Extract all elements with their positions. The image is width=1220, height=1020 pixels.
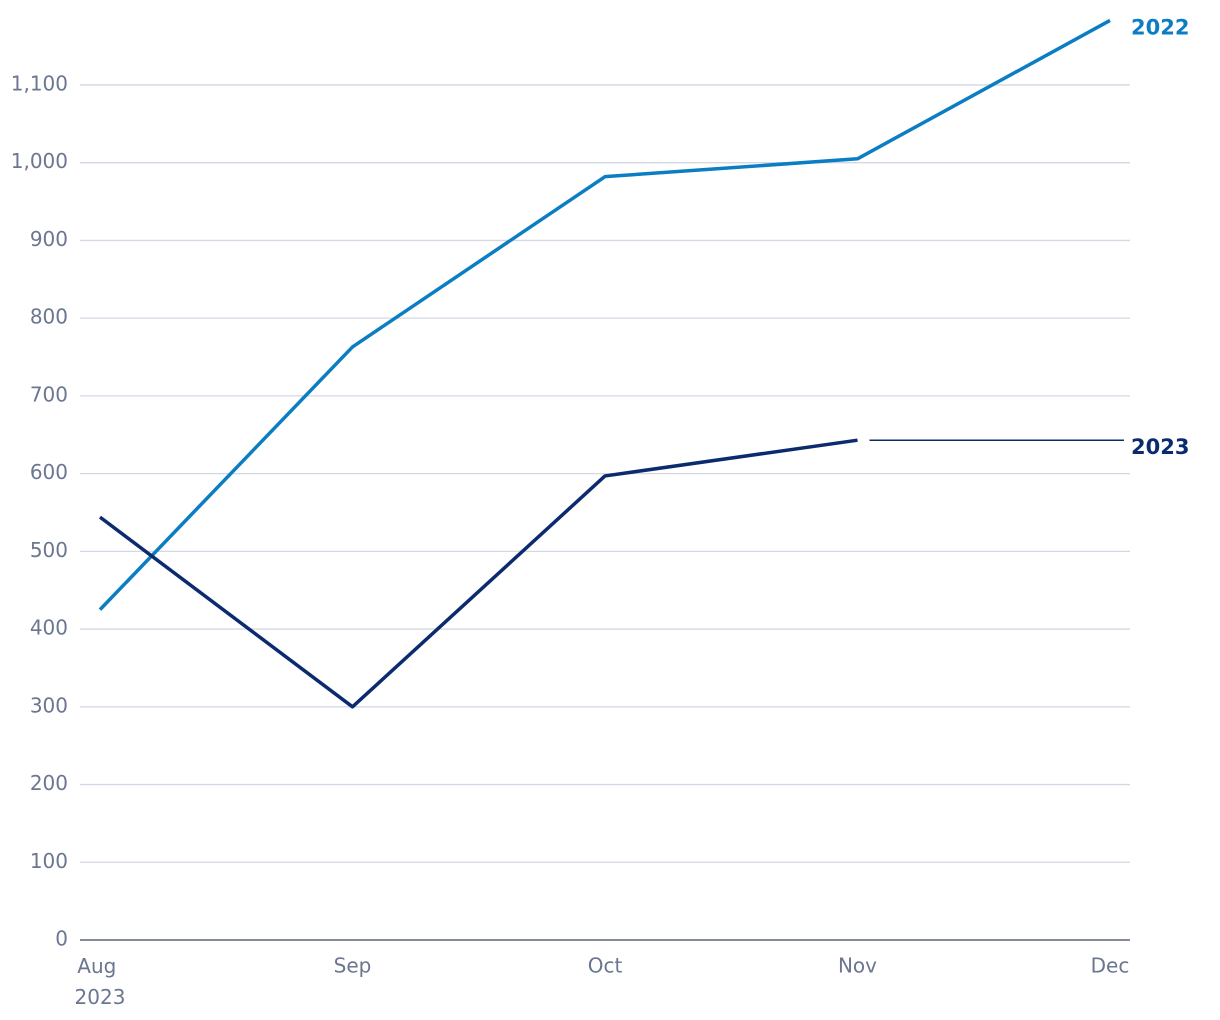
y-tick-label: 200 (30, 771, 68, 795)
y-tick-label: 500 (30, 538, 68, 562)
series-label: 2023 (1131, 435, 1189, 459)
x-tick-label: Aug 2023 (75, 954, 126, 1009)
y-tick-label: 100 (30, 849, 68, 873)
x-tick-label: Oct (588, 954, 623, 978)
y-tick-label: 600 (30, 460, 68, 484)
series-line (98, 18, 1111, 611)
y-tick-label: 300 (30, 693, 68, 717)
x-tick-label: Nov (838, 954, 877, 978)
y-tick-label: 0 (55, 927, 68, 951)
y-tick-label: 400 (30, 616, 68, 640)
series-line (98, 438, 858, 709)
x-tick-label-line: Aug (77, 954, 122, 978)
y-tick-label: 1,100 (11, 71, 68, 95)
y-tick-label: 1,000 (11, 149, 68, 173)
y-tick-label: 800 (30, 305, 68, 329)
series-label: 2022 (1131, 15, 1189, 39)
x-tick-label: Sep (334, 954, 372, 978)
x-tick-label: Dec (1091, 954, 1130, 978)
x-tick-label-line: 2023 (75, 985, 126, 1009)
y-tick-label: 700 (30, 382, 68, 406)
y-tick-label: 900 (30, 227, 68, 251)
